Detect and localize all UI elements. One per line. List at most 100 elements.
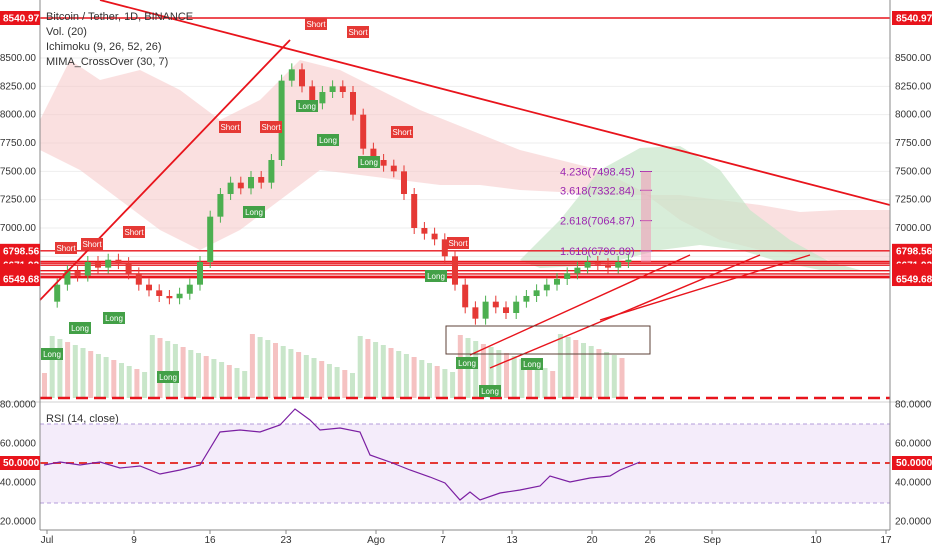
signal-label: Long <box>427 272 445 281</box>
candle-body <box>288 69 295 81</box>
volume-bar <box>527 362 533 398</box>
signal-label: Short <box>82 240 102 249</box>
price-tick-right: 7500.00 <box>895 166 932 177</box>
candle-body <box>350 92 356 115</box>
price-tag-right <box>892 243 932 258</box>
candle-body <box>360 114 367 149</box>
volume-bar <box>149 335 155 398</box>
price-tag-left <box>0 272 40 287</box>
candle-body <box>299 69 305 87</box>
signal-badge <box>41 348 63 360</box>
candle-body <box>125 263 132 274</box>
candle-body <box>176 293 183 299</box>
volume-bar <box>403 354 409 398</box>
volume-bar <box>126 366 132 398</box>
signal-badge <box>103 312 125 324</box>
signal-badge <box>296 100 318 112</box>
candle-body <box>64 271 71 285</box>
candle-body <box>554 279 560 285</box>
legend-mima[interactable]: MIMA_CrossOver (30, 7) <box>46 56 169 68</box>
candle-body <box>84 262 91 276</box>
signal-label: Short <box>448 239 468 248</box>
price-tag-left-text: 8540.97 <box>3 14 40 25</box>
volume-bar <box>396 351 402 398</box>
candle-body <box>441 239 448 257</box>
signal-label: Long <box>481 387 499 396</box>
candle-body <box>146 284 152 291</box>
candle-body <box>472 307 479 319</box>
candle-body <box>166 296 173 299</box>
signal-badge <box>123 226 145 238</box>
price-tick-right: 7250.00 <box>895 195 932 206</box>
signal-label: Long <box>159 373 177 382</box>
volume-bar <box>427 363 432 398</box>
candle-body <box>227 182 234 194</box>
volume-bar <box>496 350 502 398</box>
legend-rsi[interactable]: RSI (14, close) <box>46 413 119 425</box>
ascending-trendline <box>39 39 291 301</box>
candle-body <box>584 262 591 268</box>
volume-bar <box>419 360 425 398</box>
candle-body <box>564 273 571 279</box>
fib-projection-bar <box>641 171 651 262</box>
candle-body <box>503 307 509 313</box>
volume-bar <box>188 350 194 398</box>
candle-body <box>533 290 540 296</box>
price-tag-left-text: 6549.68 <box>3 275 40 286</box>
volume-bar <box>157 338 163 398</box>
time-tick: 16 <box>204 535 216 546</box>
signal-badge <box>391 126 413 138</box>
volume-bar <box>442 369 448 398</box>
fib-level-label: 2.618(7064.87) <box>560 216 635 228</box>
candle-body <box>258 177 265 183</box>
candle-body <box>186 284 193 294</box>
volume-bar <box>273 343 278 398</box>
legend-volume[interactable]: Vol. (20) <box>46 26 87 38</box>
candle-body <box>115 259 122 264</box>
candle-body <box>278 80 285 160</box>
volume-bar <box>534 365 540 398</box>
candle-body <box>513 301 520 313</box>
candle-body <box>421 228 428 234</box>
rsi-tick-right: 80.0000 <box>895 400 932 411</box>
axes-labels: 8500.00 8250.00 8000.00 7750.00 7500.00 7250.… <box>0 11 932 546</box>
rsi-tick-right: 40.0000 <box>895 478 932 489</box>
rsi-tick-left: 20.0000 <box>0 517 36 528</box>
volume-bar <box>211 359 217 398</box>
fib-level-label: 1.618(6796.89) <box>560 246 635 258</box>
signal-badge <box>479 385 501 397</box>
fib-level-label: 3.618(7332.84) <box>560 185 635 197</box>
signal-label: Short <box>392 128 412 137</box>
rsi-tag-right <box>892 456 932 470</box>
volume-bar <box>450 372 456 398</box>
price-tick-left: 7750.00 <box>0 138 36 149</box>
volume-bar <box>411 357 417 398</box>
price-tag-right <box>892 11 932 25</box>
signal-badge <box>55 242 77 254</box>
signal-badge <box>456 357 478 369</box>
candle-body <box>217 194 224 217</box>
volume-bar <box>380 345 386 398</box>
time-tick: 23 <box>280 535 292 546</box>
time-tick: 10 <box>810 535 822 546</box>
signal-badge <box>521 358 543 370</box>
time-tick: 9 <box>131 535 137 546</box>
volume-bar <box>103 357 109 398</box>
time-tick: Ago <box>367 535 385 546</box>
volume-bar <box>604 352 610 398</box>
time-tick: Sep <box>703 535 721 546</box>
signal-badge <box>317 134 339 146</box>
volume-bar <box>388 348 394 398</box>
volume-bar <box>65 342 71 398</box>
volume-bar <box>203 356 209 398</box>
volume-bar <box>180 347 186 398</box>
signal-badge <box>447 237 469 249</box>
price-tag-left-text: 6798.56 <box>3 246 40 257</box>
time-tick: 17 <box>880 535 892 546</box>
price-tick-right: 7000.00 <box>895 223 932 234</box>
candle-body <box>105 259 112 268</box>
legend-ichimoku[interactable]: Ichimoku (9, 26, 52, 26) <box>46 41 162 53</box>
volume-bar <box>95 354 101 398</box>
